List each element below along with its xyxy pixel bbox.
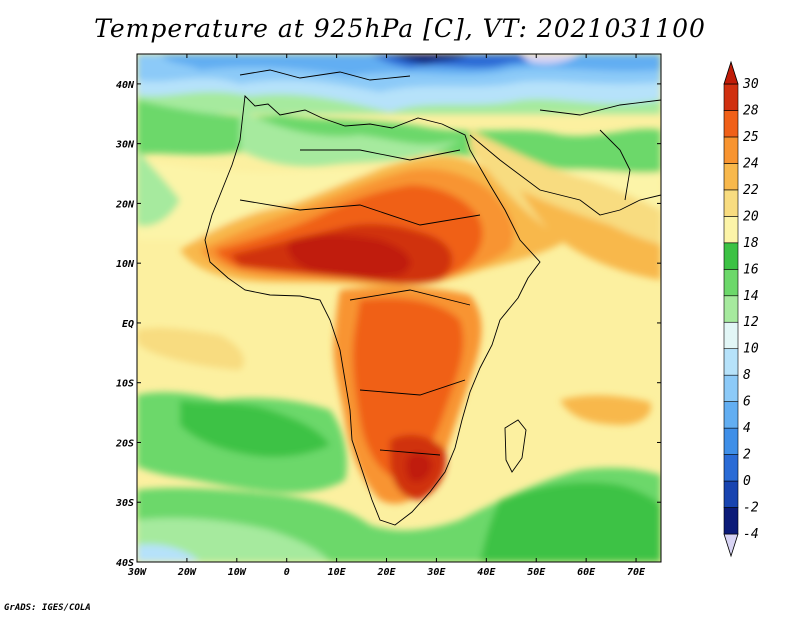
colorbar-label: -4	[743, 527, 759, 542]
latitude-axis: 40N 30N 20N 10N EQ 10S 20S 30S 40S	[115, 80, 661, 569]
lat-tick-label: 40S	[116, 558, 134, 569]
colorbar-box	[723, 242, 739, 270]
colorbar-label: 22	[743, 183, 759, 198]
colorbar-box	[723, 189, 739, 217]
lat-tick-label: 30S	[115, 498, 134, 509]
colorbar-box	[723, 136, 739, 164]
credit-label: GrADS: IGES/COLA	[4, 603, 91, 613]
colorbar-box	[723, 374, 739, 402]
lat-tick-label: 30N	[115, 140, 135, 151]
lat-tick-label: 20S	[115, 438, 134, 449]
colorbar-box	[723, 480, 739, 508]
colorbar-box	[723, 427, 739, 455]
lat-tick-label: 40N	[116, 80, 135, 91]
colorbar-label: 4	[743, 421, 751, 436]
colorbar-label: 16	[743, 262, 759, 277]
colorbar-box	[723, 507, 739, 535]
lon-tick-label: 30E	[426, 567, 446, 578]
colorbar-box	[723, 83, 739, 111]
colorbar-label: 24	[743, 156, 759, 171]
colorbar-label: 6	[743, 395, 751, 410]
lon-tick-label: 60E	[577, 567, 596, 578]
lon-tick-label: 20W	[177, 567, 197, 578]
lon-tick-label: 50E	[527, 567, 546, 578]
lat-tick-label: 20N	[115, 199, 135, 210]
colorbar-label: 30	[742, 77, 759, 92]
colorbar-label: 25	[743, 130, 759, 145]
colorbar-label: 0	[743, 474, 751, 489]
coastline-overlay	[204, 69, 662, 526]
lon-tick-label: 70E	[627, 567, 646, 578]
lat-tick-label: 10N	[116, 259, 135, 270]
colorbar-label: 2	[743, 448, 751, 463]
lat-tick-label: EQ	[122, 319, 134, 330]
lon-tick-label: 30W	[127, 567, 147, 578]
colorbar-box	[723, 163, 739, 191]
map-title: Temperature at 925hPa [C], VT: 202103110…	[94, 14, 706, 43]
colorbar-label: 8	[743, 368, 751, 383]
colorbar-label: 14	[743, 289, 759, 304]
colorbar-min-triangle	[723, 533, 739, 558]
colorbar-box	[723, 110, 739, 138]
colorbar-box	[723, 268, 739, 297]
colorbar-box	[723, 401, 739, 429]
colorbar-label: 12	[743, 315, 759, 330]
colorbar-label: -2	[743, 501, 759, 516]
longitude-axis: 30W 20W 10W 0 10E 20E 30E 40E 50E 60E 70E	[127, 54, 646, 578]
colorbar-box	[723, 321, 739, 350]
temperature-field	[137, 54, 661, 562]
colorbar-max-triangle	[723, 60, 739, 85]
lat-tick-label: 10S	[116, 379, 134, 390]
colorbar-label: 18	[743, 236, 759, 251]
colorbar-label: 28	[743, 103, 759, 118]
lon-tick-label: 40E	[477, 567, 496, 578]
map-frame	[136, 53, 662, 563]
lon-tick-label: 10E	[328, 567, 347, 578]
lon-tick-label: 0	[284, 567, 290, 578]
colorbar-box	[723, 348, 739, 376]
colorbar-box	[723, 216, 739, 244]
lon-tick-label: 20E	[376, 567, 396, 578]
colorbar-label: 20	[743, 209, 759, 224]
colorbar-box	[723, 295, 739, 323]
colorbar-label: 10	[743, 342, 759, 357]
lon-tick-label: 10W	[228, 567, 247, 578]
colorbar-box	[723, 454, 739, 482]
